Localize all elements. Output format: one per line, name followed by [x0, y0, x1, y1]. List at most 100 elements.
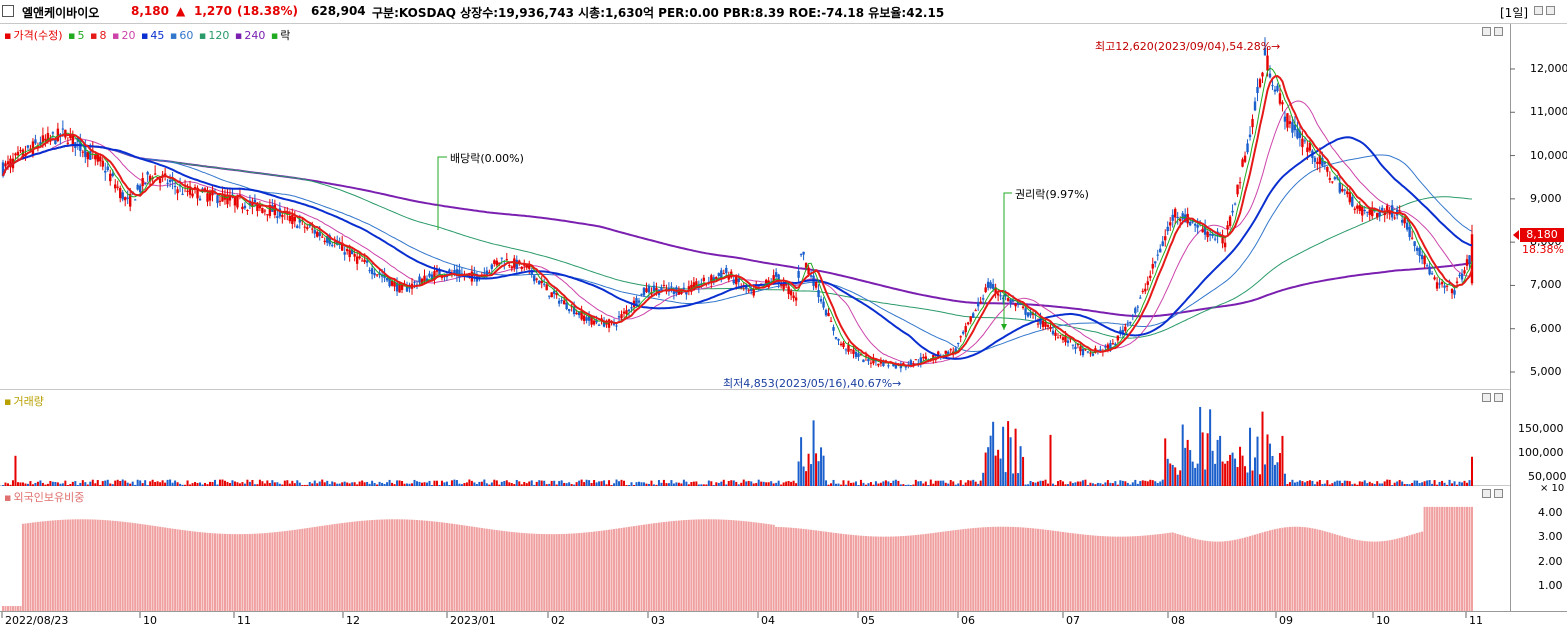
price-tick: 9,000 [1530, 191, 1562, 205]
candle-body [1021, 306, 1025, 308]
volume-bar [660, 482, 663, 486]
candle-body [296, 225, 299, 229]
volume-bar [1254, 457, 1257, 486]
foreign-ownership-bar [1461, 506, 1464, 611]
candle-body [326, 236, 329, 243]
volume-bar [1451, 483, 1454, 486]
volume-bar [1094, 484, 1097, 486]
panel-close-icon[interactable] [1494, 489, 1503, 498]
legend-ma5[interactable]: 5 [77, 29, 85, 42]
volume-bar [1286, 483, 1289, 486]
legend-price[interactable]: 가격(수정) [13, 29, 63, 42]
foreign-ownership-bar [697, 519, 700, 611]
volume-bar [333, 482, 336, 486]
foreign-ownership-bar [513, 532, 516, 611]
volume-bar [600, 481, 603, 486]
candle-body [1338, 182, 1342, 193]
legend-ma120[interactable]: 120 [208, 29, 230, 42]
legend-rak[interactable]: 락 [280, 29, 291, 42]
foreign-ownership-bar [366, 520, 369, 611]
candle-body [368, 270, 371, 272]
volume-bar [381, 482, 384, 486]
legend-ma240[interactable]: 240 [244, 29, 266, 42]
legend-ma60[interactable]: 60 [179, 29, 194, 42]
foreign-ownership-bar [805, 529, 808, 611]
panel-close-icon[interactable] [1494, 27, 1503, 36]
foreign-ownership-bar [1263, 531, 1266, 611]
volume-bar [682, 479, 685, 486]
foreign-label[interactable]: 외국인보유비중 [13, 491, 85, 504]
candle-body [353, 254, 356, 257]
foreign-ownership-bar [111, 520, 114, 611]
candle-body [814, 282, 818, 288]
candle-body [136, 184, 139, 190]
foreign-ownership-bar [303, 528, 306, 611]
foreign-ownership-bar [336, 523, 339, 611]
foreign-ownership-bar [485, 528, 488, 611]
foreign-ownership-bar [924, 533, 927, 611]
volume-bar [39, 480, 42, 486]
volume-label[interactable]: 거래량 [13, 395, 44, 408]
candle-body [156, 177, 159, 179]
candle-body [373, 272, 376, 276]
volume-bar [206, 484, 209, 486]
foreign-ownership-bar [1418, 532, 1421, 611]
foreign-ownership-bar [96, 519, 99, 611]
candle-body [1443, 285, 1446, 288]
volume-bar [1346, 480, 1349, 486]
foreign-ownership-bar [136, 523, 139, 611]
foreign-ownership-bar [717, 519, 720, 611]
volume-bar [453, 479, 456, 486]
select-checkbox[interactable] [2, 5, 14, 17]
panel-minimize-icon[interactable] [1482, 27, 1491, 36]
candle-body [640, 293, 643, 295]
volume-bar [730, 480, 733, 486]
panel-minimize-icon[interactable] [1482, 489, 1491, 498]
close-icon[interactable] [1546, 6, 1555, 15]
minimize-icon[interactable] [1534, 6, 1543, 15]
volume-panel[interactable] [0, 390, 1510, 486]
foreign-ownership-bar [358, 521, 361, 611]
candle-body [1371, 208, 1374, 217]
volume-bar [81, 480, 84, 486]
volume-bar [331, 481, 334, 486]
legend-ma20[interactable]: 20 [121, 29, 136, 42]
volume-bar [126, 482, 129, 486]
foreign-ownership-bar [610, 529, 613, 611]
candle-body [1166, 226, 1169, 232]
foreign-ownership-bar [311, 527, 314, 611]
candle-body [772, 275, 775, 282]
volume-bar [887, 481, 890, 486]
foreign-ownership-bar [124, 521, 127, 611]
current-price-tag: 8,180 [1520, 228, 1564, 242]
volume-bar [1249, 427, 1252, 486]
volume-bar [116, 479, 119, 486]
stock-name[interactable]: 엘앤케이바이오 [22, 6, 100, 20]
foreign-ownership-bar [830, 532, 833, 611]
period-selector[interactable]: [1일] [1500, 6, 1529, 20]
volume-bar [1448, 479, 1451, 486]
foreign-ownership-bar [386, 519, 389, 611]
candle-body [1445, 285, 1449, 287]
ma8-line [2, 75, 1473, 368]
panel-minimize-icon[interactable] [1482, 393, 1491, 402]
foreign-ownership-bar [528, 533, 531, 611]
foreign-ownership-bar [1184, 536, 1187, 611]
foreign-ownership-bar [665, 521, 668, 611]
legend-ma45[interactable]: 45 [150, 29, 165, 42]
volume-bar [1007, 421, 1010, 486]
candle-body [1376, 212, 1379, 218]
panel-close-icon[interactable] [1494, 393, 1503, 402]
price-panel[interactable] [0, 24, 1510, 390]
volume-bar [19, 482, 22, 486]
foreign-ownership-bar [435, 521, 438, 611]
candle-body [1288, 121, 1292, 124]
foreign-ownership-bar [705, 519, 708, 611]
foreign-ownership-bar [558, 534, 561, 611]
candle-body [1041, 320, 1045, 327]
foreign-ownership-bar [363, 520, 366, 611]
volume-bar [515, 479, 518, 486]
volume-bar [662, 479, 665, 486]
legend-ma8[interactable]: 8 [99, 29, 107, 42]
